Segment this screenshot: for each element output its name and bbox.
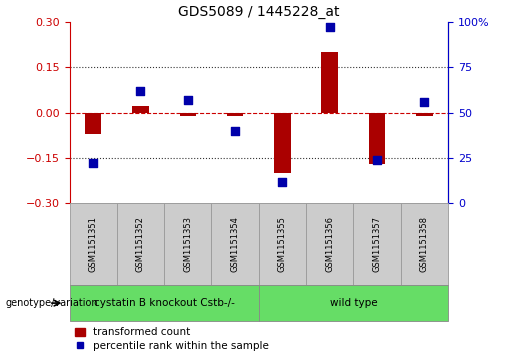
Text: GSM1151353: GSM1151353 [183, 216, 192, 272]
Point [136, 88, 145, 94]
Text: GSM1151358: GSM1151358 [420, 216, 429, 272]
Text: wild type: wild type [330, 298, 377, 308]
Bar [164, 203, 212, 285]
Bar [416, 113, 433, 115]
Bar [212, 203, 259, 285]
Text: GSM1151352: GSM1151352 [136, 216, 145, 272]
Text: GSM1151356: GSM1151356 [325, 216, 334, 272]
Bar [259, 285, 448, 321]
Bar [132, 106, 149, 113]
Point [89, 160, 97, 166]
Bar [85, 113, 101, 134]
Bar [180, 113, 196, 115]
Bar [306, 203, 353, 285]
Bar [274, 113, 291, 173]
Point [231, 128, 239, 134]
Bar [70, 285, 259, 321]
Bar [321, 52, 338, 113]
Bar [401, 203, 448, 285]
Text: genotype/variation: genotype/variation [5, 298, 98, 308]
Bar [353, 203, 401, 285]
Bar [369, 113, 385, 164]
Point [373, 157, 381, 163]
Bar [227, 113, 244, 115]
Point [278, 179, 286, 184]
Text: GSM1151357: GSM1151357 [372, 216, 382, 272]
Text: cystatin B knockout Cstb-/-: cystatin B knockout Cstb-/- [94, 298, 235, 308]
Bar [117, 203, 164, 285]
Text: GSM1151351: GSM1151351 [89, 216, 98, 272]
Bar [70, 203, 117, 285]
Text: GSM1151355: GSM1151355 [278, 216, 287, 272]
Title: GDS5089 / 1445228_at: GDS5089 / 1445228_at [178, 5, 339, 19]
Point [420, 99, 428, 105]
Text: GSM1151354: GSM1151354 [231, 216, 239, 272]
Legend: transformed count, percentile rank within the sample: transformed count, percentile rank withi… [75, 327, 269, 351]
Bar [259, 203, 306, 285]
Point [325, 24, 334, 30]
Point [184, 97, 192, 103]
